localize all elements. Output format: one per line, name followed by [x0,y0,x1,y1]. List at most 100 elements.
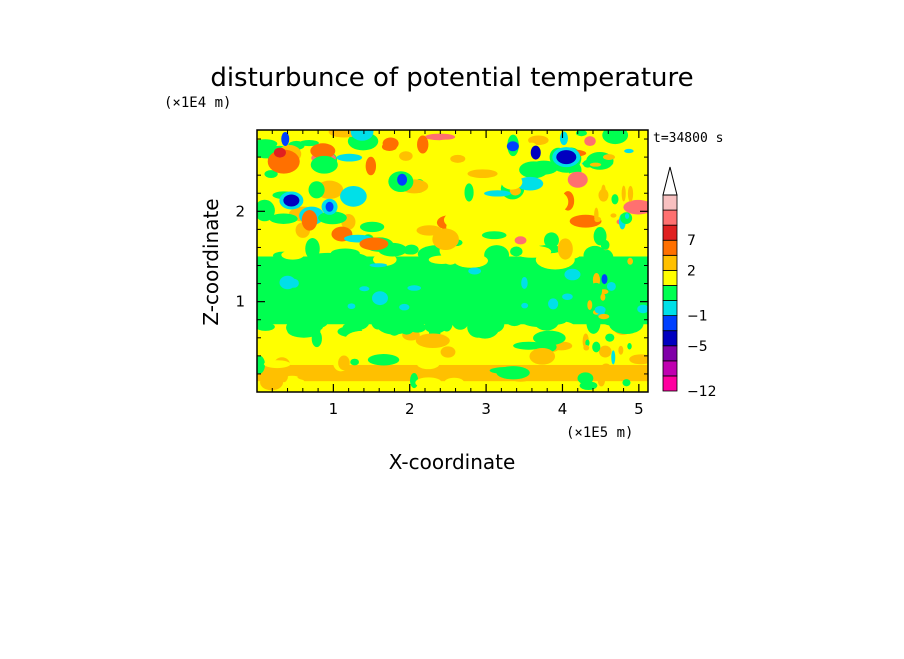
contour-cell [279,369,289,383]
wave-cell [594,306,606,314]
wave-cell [627,257,633,265]
contour-cell [359,237,389,251]
contour-cell [440,346,456,358]
contour-cell [260,374,284,391]
contour-cell [496,366,530,380]
x-tick-label: 4 [558,400,568,418]
contour-cell [367,354,400,366]
contour-cell [521,277,528,289]
contour-cell [415,333,450,349]
contour-cell [468,154,494,167]
contour-cell [468,267,482,275]
wave-cell [582,159,593,168]
contour-cell [417,135,429,154]
contour-cell [629,354,648,365]
contour-cell [359,221,385,233]
contour-cell [403,247,413,255]
contour-band-1 [257,364,648,382]
contour-cell [529,348,556,365]
contour-cell [516,176,544,191]
x-tick-label: 2 [405,400,415,418]
contour-cell [268,229,298,250]
colorbar-segment [662,315,678,332]
contour-cell [373,253,397,266]
contour-cell [596,249,614,267]
contour-cell [451,312,469,330]
contour-cell [257,199,275,222]
contour-cell [299,139,319,147]
contour-cell [281,250,304,260]
contour-cell [345,330,380,348]
wave-cell [600,293,606,301]
contour-cell [432,228,459,251]
contour-cell [440,313,453,332]
contour-cell [450,154,466,163]
contour-cell [464,183,474,202]
wave-cell [610,213,617,218]
contour-cell [481,231,507,240]
wave-cell [592,341,601,353]
contour-cell [338,355,350,371]
contour-cell [344,313,370,331]
contour-cell [577,372,594,385]
colorbar-segment [662,360,678,377]
x-axis: 1 2 3 4 5 [271,130,644,418]
warm-anomaly [382,137,399,150]
y-axis: 12 [235,138,648,375]
contour-cell [305,238,320,260]
wave-cell [598,313,610,320]
contour-band-3 [257,256,648,325]
contour-cell [383,315,419,334]
contour-cell [510,246,523,257]
contour-cell [544,232,559,249]
contour-cell [467,169,498,179]
contour-cell [369,263,388,268]
contour-cell [370,311,385,330]
contour-cell [347,303,356,310]
contour-cell [298,315,328,324]
wave-cell [621,185,626,202]
colorbar-segment [662,300,678,317]
colorbar-tick-label: −5 [687,339,708,355]
contour-cell [548,298,559,310]
chart-title: disturbunce of potential temperature [210,63,693,93]
wave-cell [603,154,615,160]
wave-cell [601,184,606,198]
wave-cell [624,213,630,219]
wave-cell [600,239,610,250]
contour-cell [359,286,370,292]
contour-cell [297,373,323,381]
contour-cell [501,174,523,190]
wave-cell [605,333,615,342]
contour-cell [269,213,298,224]
wave-cell [587,300,593,310]
contour-cell [279,275,296,290]
contour-cell [598,345,612,358]
colorbar-segment [662,239,678,256]
cold-anomaly-core [530,145,541,160]
contour-cell [444,377,464,388]
colorbar-tick-label: 7 [687,233,696,249]
contour-cell [602,130,629,145]
contour-cell [263,360,291,369]
wave-cell [587,317,598,327]
colorbar-segment [662,375,678,392]
contour-cell [564,268,581,281]
contour-cell [584,136,596,147]
contour-cell [606,281,616,291]
cold-anomaly-core [281,132,290,147]
wave-cell [597,372,606,387]
contour-cell [562,293,573,300]
contour-cell [569,214,602,228]
colorbar-segment [662,209,678,226]
contour-cell [484,190,512,197]
contour-field [257,130,648,392]
cold-anomaly-core [325,201,334,212]
contour-cell [308,181,325,199]
colorbar-extend-arrow [662,166,678,196]
contour-cell [257,355,265,374]
colorbar-segment [662,269,678,286]
contour-cell [521,302,529,309]
colorbar-segment [662,345,678,362]
